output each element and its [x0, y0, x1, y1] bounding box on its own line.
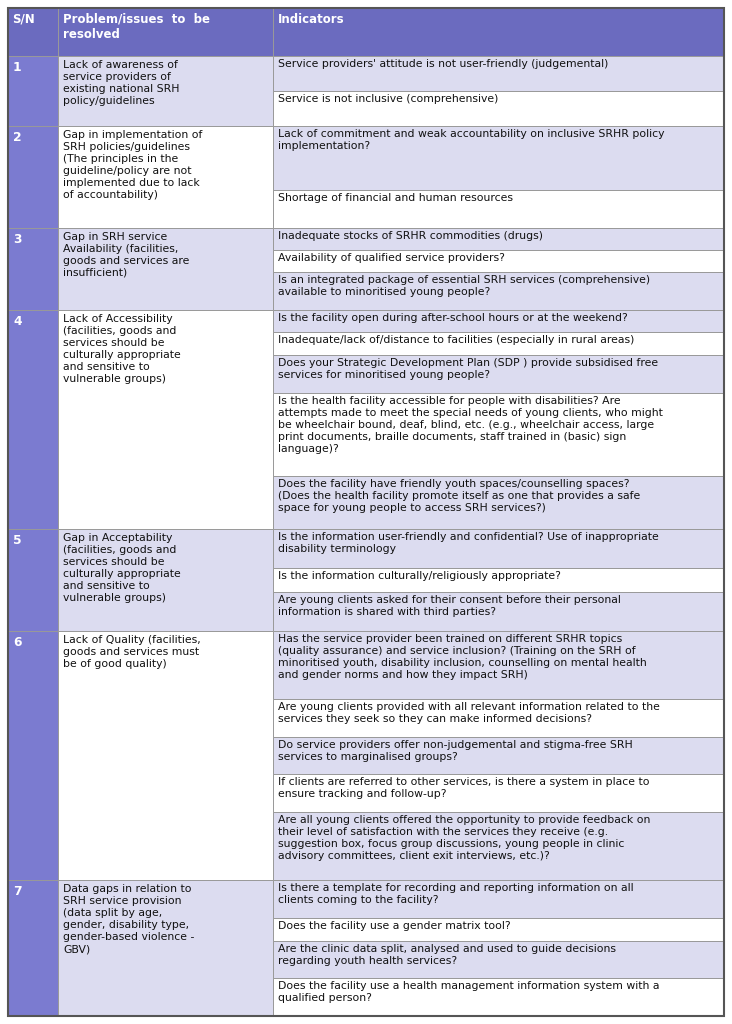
Text: Problem/issues  to  be
resolved: Problem/issues to be resolved	[63, 13, 210, 42]
Text: Does your Strategic Development Plan (SDP ) provide subsidised free
services for: Does your Strategic Development Plan (SD…	[278, 357, 658, 380]
Text: Does the facility have friendly youth spaces/counselling spaces?
(Does the healt: Does the facility have friendly youth sp…	[278, 479, 640, 513]
Text: 5: 5	[13, 535, 22, 547]
Bar	[273, 699, 724, 736]
Bar	[273, 55, 724, 91]
Text: Gap in Acceptability
(facilities, goods and
services should be
culturally approp: Gap in Acceptability (facilities, goods …	[63, 534, 181, 603]
Bar	[8, 55, 58, 126]
Bar	[273, 392, 724, 476]
Bar	[58, 55, 273, 126]
Bar	[58, 881, 273, 1016]
Text: Gap in SRH service
Availability (facilities,
goods and services are
insufficient: Gap in SRH service Availability (facilit…	[63, 231, 190, 278]
Bar	[273, 227, 724, 250]
Text: Does the facility use a gender matrix tool?: Does the facility use a gender matrix to…	[278, 922, 510, 931]
Bar	[273, 812, 724, 881]
Bar	[58, 631, 273, 881]
Bar	[273, 272, 724, 310]
Bar	[8, 631, 58, 881]
Bar	[58, 310, 273, 529]
Bar	[273, 310, 724, 333]
Bar	[273, 978, 724, 1016]
Text: Inadequate/lack of/distance to facilities (especially in rural areas): Inadequate/lack of/distance to facilitie…	[278, 336, 635, 345]
Bar	[273, 774, 724, 812]
Text: 4: 4	[13, 315, 21, 328]
Bar	[58, 529, 273, 631]
Text: Gap in implementation of
SRH policies/guidelines
(The principles in the
guidelin: Gap in implementation of SRH policies/gu…	[63, 130, 203, 201]
Text: Are all young clients offered the opportunity to provide feedback on
their level: Are all young clients offered the opport…	[278, 815, 650, 861]
Text: Is an integrated package of essential SRH services (comprehensive)
available to : Is an integrated package of essential SR…	[278, 275, 650, 297]
Text: S/N: S/N	[12, 13, 34, 26]
Text: Lack of commitment and weak accountability on inclusive SRHR policy
implementati: Lack of commitment and weak accountabili…	[278, 129, 665, 152]
Bar	[8, 310, 58, 529]
Text: Is the health facility accessible for people with disabilities? Are
attempts mad: Is the health facility accessible for pe…	[278, 395, 662, 454]
Text: Lack of awareness of
service providers of
existing national SRH
policy/guideline: Lack of awareness of service providers o…	[63, 59, 179, 105]
Text: 3: 3	[13, 232, 21, 246]
Bar	[273, 919, 724, 941]
Text: Availability of qualified service providers?: Availability of qualified service provid…	[278, 253, 505, 263]
Bar	[273, 941, 724, 978]
Text: 1: 1	[13, 60, 22, 74]
Text: Does the facility use a health management information system with a
qualified pe: Does the facility use a health managemen…	[278, 981, 660, 1004]
Bar	[8, 529, 58, 631]
Text: Inadequate stocks of SRHR commodities (drugs): Inadequate stocks of SRHR commodities (d…	[278, 230, 543, 241]
Bar	[273, 736, 724, 774]
Bar	[58, 126, 273, 227]
Text: 6: 6	[13, 636, 21, 648]
Text: Are young clients provided with all relevant information related to the
services: Are young clients provided with all rele…	[278, 702, 660, 724]
Bar	[273, 91, 724, 126]
Bar	[273, 8, 724, 55]
Bar	[58, 227, 273, 310]
Text: Are young clients asked for their consent before their personal
information is s: Are young clients asked for their consen…	[278, 595, 621, 616]
Text: Is the information culturally/religiously appropriate?: Is the information culturally/religiousl…	[278, 571, 561, 582]
Text: Shortage of financial and human resources: Shortage of financial and human resource…	[278, 193, 513, 203]
Bar	[273, 476, 724, 529]
Bar	[8, 881, 58, 1016]
Bar	[8, 8, 58, 55]
Text: Data gaps in relation to
SRH service provision
(data split by age,
gender, disab: Data gaps in relation to SRH service pro…	[63, 885, 195, 954]
Text: Are the clinic data split, analysed and used to guide decisions
regarding youth : Are the clinic data split, analysed and …	[278, 943, 616, 966]
Bar	[273, 333, 724, 355]
Bar	[273, 529, 724, 568]
Text: Is the facility open during after-school hours or at the weekend?: Is the facility open during after-school…	[278, 313, 627, 324]
Text: Is the information user-friendly and confidential? Use of inappropriate
disabili: Is the information user-friendly and con…	[278, 532, 659, 554]
Bar	[273, 631, 724, 699]
Text: Service is not inclusive (comprehensive): Service is not inclusive (comprehensive)	[278, 94, 498, 103]
Bar	[8, 126, 58, 227]
Bar	[58, 8, 273, 55]
Text: 2: 2	[13, 131, 22, 144]
Text: If clients are referred to other services, is there a system in place to
ensure : If clients are referred to other service…	[278, 777, 649, 800]
Bar	[273, 126, 724, 189]
Text: Service providers' attitude is not user-friendly (judgemental): Service providers' attitude is not user-…	[278, 58, 608, 69]
Bar	[273, 881, 724, 919]
Text: Has the service provider been trained on different SRHR topics
(quality assuranc: Has the service provider been trained on…	[278, 634, 646, 680]
Text: Lack of Accessibility
(facilities, goods and
services should be
culturally appro: Lack of Accessibility (facilities, goods…	[63, 314, 181, 384]
Bar	[8, 227, 58, 310]
Bar	[273, 189, 724, 227]
Bar	[273, 568, 724, 592]
Text: Lack of Quality (facilities,
goods and services must
be of good quality): Lack of Quality (facilities, goods and s…	[63, 635, 201, 669]
Bar	[273, 592, 724, 631]
Text: Indicators: Indicators	[278, 13, 345, 26]
Text: Do service providers offer non-judgemental and stigma-free SRH
services to margi: Do service providers offer non-judgement…	[278, 739, 632, 762]
Bar	[273, 250, 724, 272]
Bar	[273, 355, 724, 392]
Text: Is there a template for recording and reporting information on all
clients comin: Is there a template for recording and re…	[278, 884, 633, 905]
Text: 7: 7	[13, 886, 22, 898]
